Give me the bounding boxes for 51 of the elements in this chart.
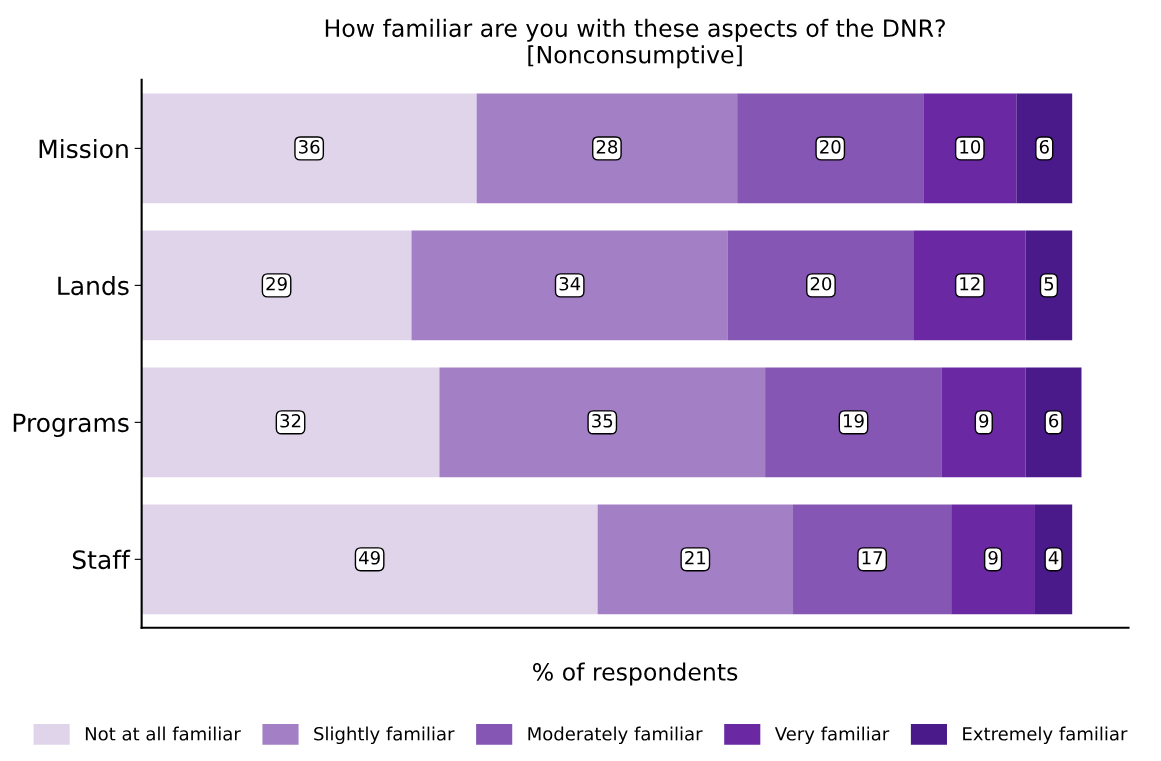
bar bbox=[597, 504, 794, 615]
data-label: 21 bbox=[685, 550, 706, 565]
bar bbox=[1025, 367, 1082, 478]
data-label: 20 bbox=[810, 276, 832, 291]
bar bbox=[793, 504, 952, 615]
y-tick-label: Lands bbox=[58, 275, 129, 296]
bar bbox=[141, 230, 412, 341]
bar bbox=[727, 230, 914, 341]
bar bbox=[411, 230, 728, 341]
chart-title: How familiar are you with these aspects of the DNR? [Nonconsumptive] bbox=[325, 18, 945, 69]
data-label: 4 bbox=[1048, 551, 1059, 565]
data-label: 5 bbox=[1044, 277, 1054, 291]
data-label: 29 bbox=[266, 276, 287, 291]
bar bbox=[1016, 93, 1073, 204]
data-label: 32 bbox=[280, 413, 301, 428]
legend-label: Extremely familiar bbox=[963, 726, 1128, 745]
data-label: 49 bbox=[359, 550, 380, 565]
x-axis-title: % of respondents bbox=[533, 662, 738, 686]
bar bbox=[941, 367, 1026, 478]
data-label: 35 bbox=[592, 413, 613, 428]
bar bbox=[951, 504, 1035, 615]
data-label: 20 bbox=[820, 139, 841, 154]
data-label: 34 bbox=[559, 276, 581, 291]
legend-label: Very familiar bbox=[774, 726, 890, 745]
data-label: 9 bbox=[988, 550, 998, 565]
bar bbox=[476, 93, 738, 204]
y-tick-label: Mission bbox=[39, 138, 128, 159]
legend-label: Not at all familiar bbox=[85, 726, 241, 741]
data-label: 17 bbox=[862, 551, 883, 565]
bar bbox=[439, 367, 766, 478]
data-label: 12 bbox=[960, 276, 980, 291]
legend-label: Moderately familiar bbox=[528, 726, 703, 745]
data-label: 6 bbox=[1039, 139, 1049, 154]
legend-label: Slightly familiar bbox=[314, 726, 455, 745]
bar bbox=[141, 504, 598, 615]
bar bbox=[765, 367, 942, 478]
data-label: 28 bbox=[596, 139, 618, 154]
y-tick-label: Staff bbox=[72, 549, 131, 570]
data-label: 36 bbox=[299, 139, 320, 154]
data-label: 9 bbox=[979, 413, 989, 428]
data-label: 6 bbox=[1049, 413, 1059, 428]
y-tick-label: Programs bbox=[13, 413, 129, 438]
bar bbox=[141, 367, 440, 478]
data-label: 10 bbox=[960, 139, 981, 154]
bar bbox=[923, 93, 1017, 204]
bar bbox=[1034, 504, 1073, 615]
bar bbox=[737, 93, 924, 204]
bar bbox=[141, 93, 477, 204]
bar bbox=[914, 230, 1026, 341]
bar bbox=[1025, 230, 1073, 341]
data-label: 19 bbox=[844, 413, 864, 428]
